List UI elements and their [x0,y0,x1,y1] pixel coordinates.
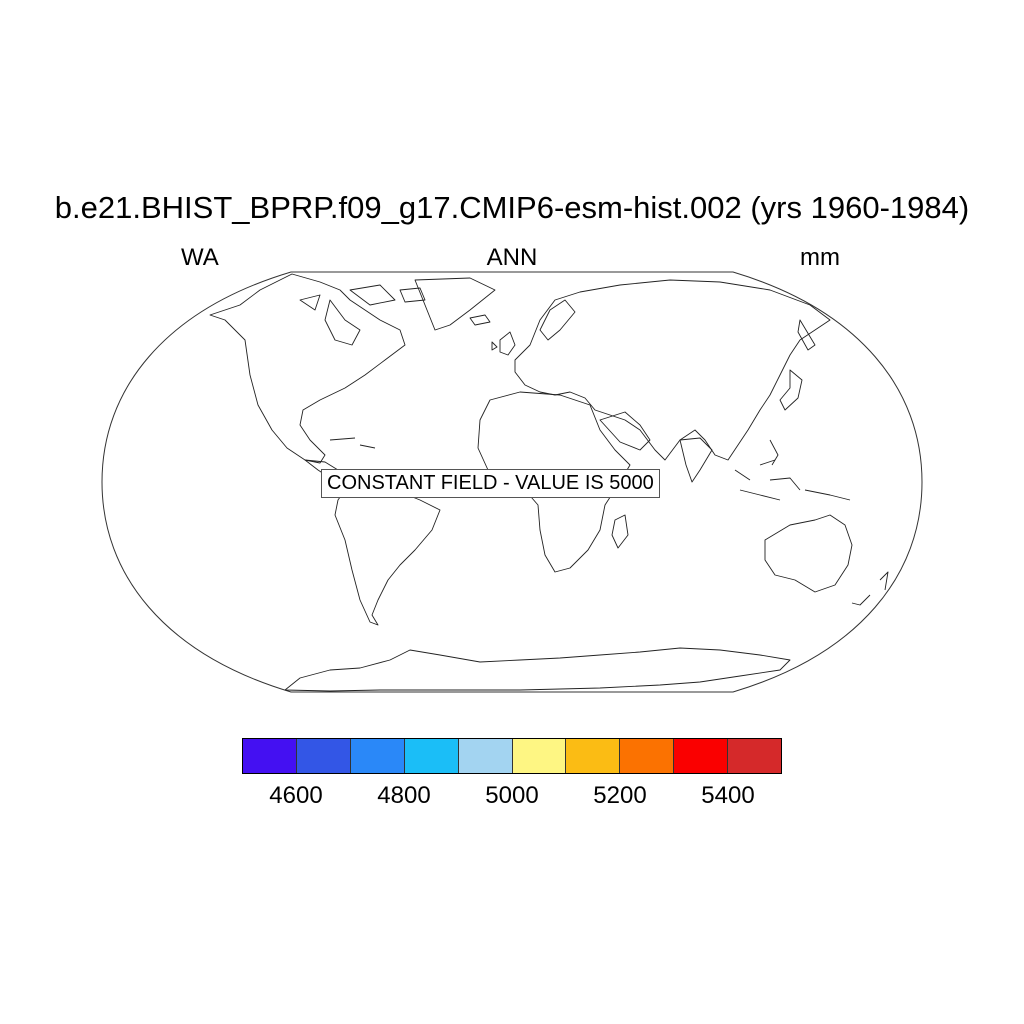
coast-kamchatka [797,319,816,351]
coast-japan [779,369,803,411]
units-label: mm [800,244,840,271]
coast-hudson-bay [324,299,361,346]
coast-greenland [414,277,496,331]
coast-british-isles [491,331,516,356]
season-label: ANN [486,244,538,271]
coast-india [679,437,713,483]
colorbar-swatch [243,739,297,773]
colorbar-swatch [350,739,405,773]
coast-antarctica [284,647,791,692]
coast-arabia [599,411,651,451]
coast-new-zealand [851,571,889,606]
colorbar-swatch [296,739,351,773]
colorbar-swatch [566,739,621,773]
colorbar-swatch [728,739,782,773]
colorbar [242,738,782,774]
colorbar-swatch [404,739,459,773]
coast-arctic-islands [299,284,426,311]
coast-eurasia [514,279,831,461]
colorbar-tick-label: 5200 [593,782,647,809]
coast-south-america [334,484,441,626]
coast-caribbean [329,437,376,449]
colorbar-tick-label: 4600 [269,782,323,809]
coast-north-america [209,273,406,464]
plot-title: b.e21.BHIST_BPRP.f09_g17.CMIP6-esm-hist.… [54,190,970,225]
constant-field-annotation: CONSTANT FIELD - VALUE IS 5000 [321,469,660,498]
coast-iceland [469,314,491,326]
colorbar-swatch [674,739,729,773]
coast-philippines [769,439,779,466]
colorbar-tick-label: 5000 [485,782,539,809]
coast-madagascar [611,514,629,549]
variable-name: WA [181,244,219,271]
coast-indonesia [734,459,851,501]
colorbar-tick-label: 4800 [377,782,431,809]
colorbar-swatch [458,739,513,773]
coast-australia [764,514,853,593]
colorbar-swatch [512,739,567,773]
colorbar-tick-label: 5400 [701,782,755,809]
colorbar-swatch [620,739,675,773]
coast-scandinavia [539,299,576,341]
